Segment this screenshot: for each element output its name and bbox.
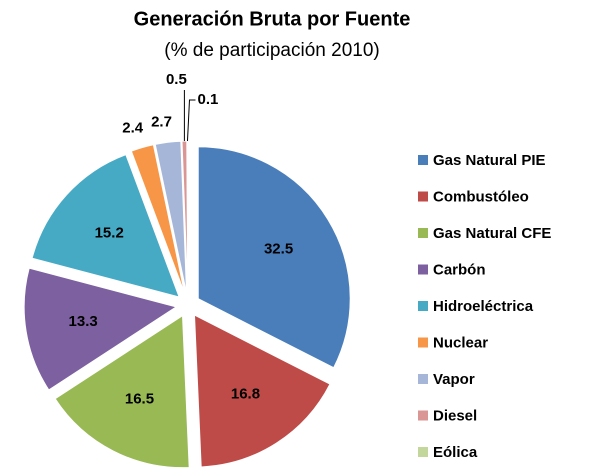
legend-swatch [418,191,428,202]
data-label: 0.1 [197,91,218,108]
data-label: 15.2 [95,225,124,242]
data-label: 16.8 [231,385,260,402]
legend-swatch [418,264,428,275]
legend-label: Nuclear [433,334,488,351]
pie-slice [197,146,351,369]
pie-slice [154,140,188,294]
legend-swatch [418,337,428,348]
legend-swatch [418,228,428,238]
pie-slice [23,267,178,391]
pie-slice [31,153,180,298]
legend-label: Vapor [433,371,475,388]
data-label: 13.3 [69,313,98,330]
data-label: 2.7 [151,113,172,130]
legend-swatch [418,374,428,384]
data-label: 32.5 [264,240,293,257]
legend-label: Hidroeléctrica [433,298,534,315]
leader-line [186,99,196,142]
legend-label: Eólica [433,444,478,461]
chart-subtitle: (% de participación 2010) [164,40,379,61]
legend-swatch [418,155,428,165]
legend-label: Combustóleo [433,188,529,205]
data-label: 16.5 [125,390,154,407]
data-label: 2.4 [122,119,144,136]
pie-slice [54,314,190,469]
legend-label: Diesel [433,407,477,424]
legend-label: Gas Natural PIE [433,152,546,169]
legend-swatch [418,410,428,421]
legend-swatch [418,447,428,457]
legend-swatch [418,301,428,311]
pie-slice [130,144,186,294]
chart-title: Generación Bruta por Fuente [134,8,411,30]
data-label: 0.5 [166,71,187,88]
pie-slice [193,314,331,468]
legend-label: Gas Natural CFE [433,225,551,242]
legend-label: Carbón [433,261,486,278]
